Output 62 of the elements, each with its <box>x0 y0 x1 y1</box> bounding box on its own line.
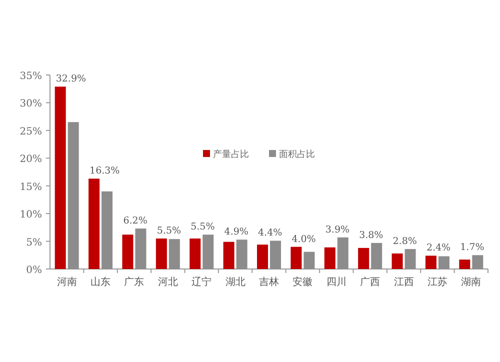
y-tick-label: 20% <box>20 154 42 166</box>
x-tick-label: 江苏 <box>427 276 448 288</box>
y-tick-label: 15% <box>20 182 42 193</box>
bar <box>202 234 214 269</box>
x-tick-label: 辽宁 <box>192 276 212 288</box>
bar <box>168 239 180 269</box>
bar <box>190 238 201 269</box>
x-tick-label: 广东 <box>124 276 144 288</box>
bar <box>156 238 167 269</box>
data-label: 2.8% <box>392 236 417 248</box>
data-label: 32.9% <box>56 74 86 85</box>
data-label: 3.9% <box>325 224 350 236</box>
bar <box>88 178 100 269</box>
bar <box>392 253 403 269</box>
bar <box>404 249 416 269</box>
data-label: 6.2% <box>123 216 148 227</box>
y-tick-label: 0% <box>26 265 42 276</box>
bar <box>236 240 248 269</box>
bar <box>290 246 302 269</box>
x-tick-label: 江西 <box>394 276 414 288</box>
data-label: 4.0% <box>292 234 316 245</box>
y-tick-label: 30% <box>20 98 42 110</box>
bar <box>358 248 370 269</box>
x-tick-label: 河南 <box>56 276 77 288</box>
data-label: 5.5% <box>190 222 215 233</box>
data-label: 16.3% <box>90 166 120 177</box>
bar <box>337 237 348 269</box>
x-tick-label: 四川 <box>326 276 346 288</box>
bar <box>304 252 315 269</box>
bar <box>257 244 268 269</box>
data-label: 3.8% <box>359 230 384 241</box>
data-label: 4.9% <box>224 226 248 238</box>
bar <box>438 256 450 269</box>
bar <box>223 242 234 269</box>
bar <box>371 242 382 269</box>
bar <box>54 86 66 269</box>
x-tick-label: 湖南 <box>461 276 482 288</box>
data-label: 5.5% <box>156 226 182 237</box>
bar <box>122 234 134 269</box>
data-label: 2.4% <box>426 242 451 254</box>
bar <box>324 247 336 269</box>
y-tick-label: 5% <box>26 237 42 248</box>
legend-label: 产量占比 <box>213 149 249 160</box>
y-tick-label: 10% <box>20 210 42 221</box>
x-tick-label: 安徽 <box>292 276 313 288</box>
bar <box>472 255 484 269</box>
x-tick-label: 广西 <box>360 276 380 288</box>
bar <box>135 228 146 269</box>
legend-label: 面积占比 <box>279 149 315 160</box>
bar <box>68 122 79 269</box>
bar <box>102 191 113 269</box>
x-tick-label: 山东 <box>90 276 111 288</box>
y-tick-label: 35% <box>20 71 42 82</box>
x-tick-label: 河北 <box>158 276 178 288</box>
y-tick-label: 25% <box>20 126 42 138</box>
bar <box>459 260 470 269</box>
x-tick-label: 湖北 <box>225 276 246 288</box>
data-label: 1.7% <box>460 242 484 254</box>
bar <box>270 240 281 269</box>
bar <box>425 256 436 269</box>
x-tick-label: 吉林 <box>259 276 279 288</box>
data-label: 4.4% <box>258 228 282 239</box>
